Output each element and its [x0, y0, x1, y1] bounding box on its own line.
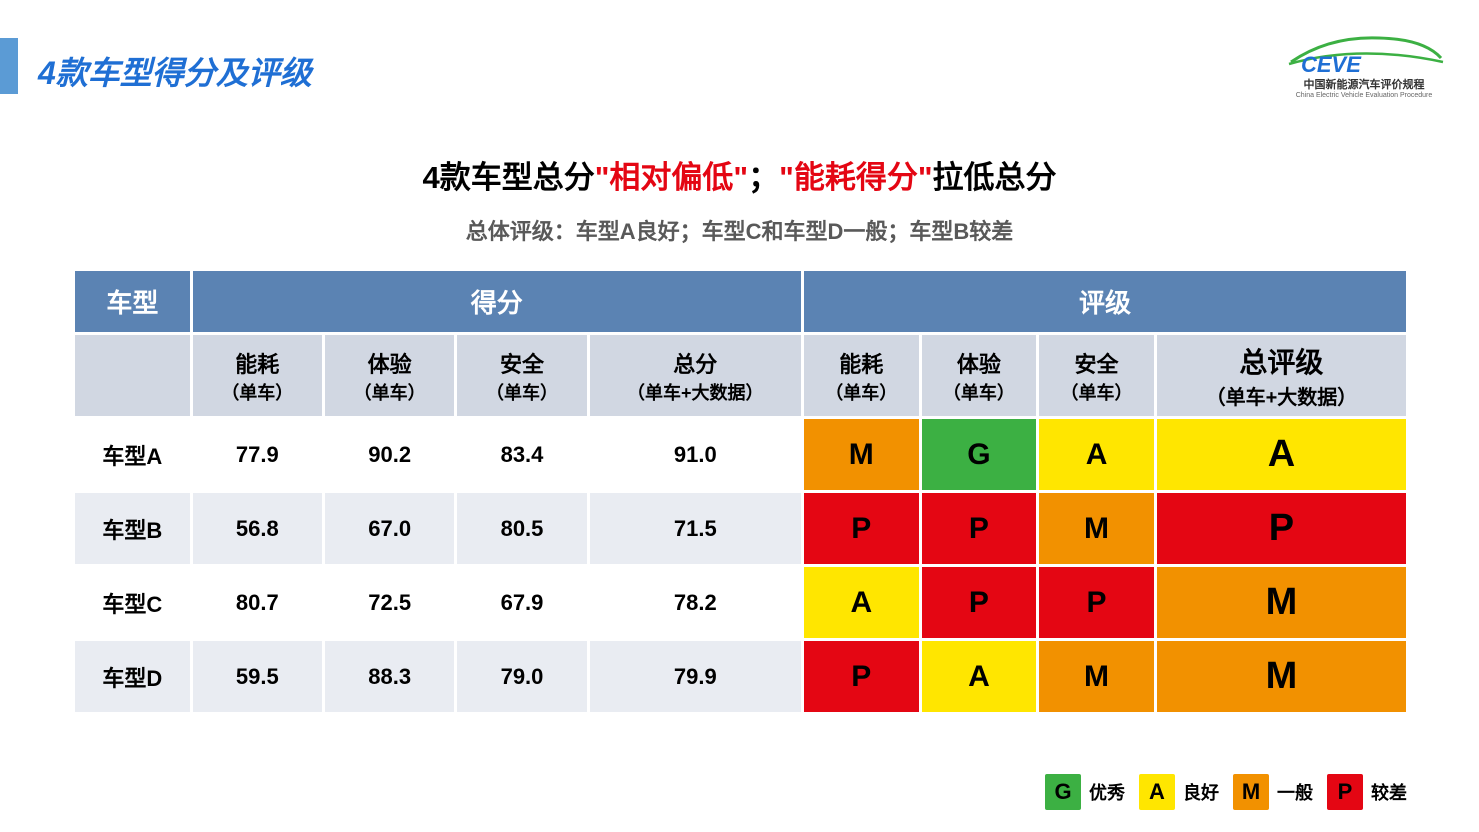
legend-item: M 一般: [1233, 774, 1313, 810]
th-r_total: 总评级（单车+大数据）: [1155, 334, 1407, 418]
table-row: 车型D59.588.379.079.9PAMM: [74, 640, 1408, 714]
rating-cell: P: [920, 566, 1038, 640]
rating-cell: P: [802, 492, 920, 566]
headline-emphasis: "能耗得分": [779, 160, 932, 195]
accent-bar: [0, 38, 18, 94]
rating-cell: M: [1038, 492, 1156, 566]
slide-title: 4款车型得分及评级: [38, 48, 312, 94]
score-cell: 80.7: [191, 566, 323, 640]
rating-cell: A: [920, 640, 1038, 714]
score-cell: 91.0: [588, 418, 802, 492]
score-cell: 71.5: [588, 492, 802, 566]
rating-legend: G 优秀 A 良好 M 一般 P 较差: [1045, 774, 1407, 810]
th-r_exp: 体验（单车）: [920, 334, 1038, 418]
headline-part: ；: [748, 160, 779, 195]
table-row: 车型A77.990.283.491.0MGAA: [74, 418, 1408, 492]
score-cell: 79.9: [588, 640, 802, 714]
th-blank: [74, 334, 192, 418]
rating-total-cell: P: [1155, 492, 1407, 566]
legend-item: A 良好: [1139, 774, 1219, 810]
ceve-logo: CEVE 中国新能源汽车评价规程 China Electric Vehicle …: [1279, 30, 1449, 99]
legend-label: 较差: [1371, 779, 1407, 805]
legend-swatch: P: [1327, 774, 1363, 810]
logo-tagline: 中国新能源汽车评价规程: [1279, 76, 1449, 92]
th-rating: 评级: [802, 270, 1407, 334]
score-cell: 77.9: [191, 418, 323, 492]
th-model: 车型: [74, 270, 192, 334]
sub-headline: 总体评级：车型A良好；车型C和车型D一般；车型B较差: [0, 214, 1479, 246]
score-cell: 56.8: [191, 492, 323, 566]
legend-label: 良好: [1183, 779, 1219, 805]
legend-swatch: G: [1045, 774, 1081, 810]
th-total_s: 总分（单车+大数据）: [588, 334, 802, 418]
th-score: 得分: [191, 270, 802, 334]
score-cell: 59.5: [191, 640, 323, 714]
rating-total-cell: A: [1155, 418, 1407, 492]
rating-cell: A: [1038, 418, 1156, 492]
model-label: 车型A: [74, 418, 192, 492]
legend-label: 优秀: [1089, 779, 1125, 805]
rating-cell: M: [1038, 640, 1156, 714]
table-row: 车型B56.867.080.571.5PPMP: [74, 492, 1408, 566]
score-cell: 67.9: [456, 566, 588, 640]
model-label: 车型B: [74, 492, 192, 566]
headline-emphasis: "相对偏低": [595, 160, 748, 195]
rating-cell: P: [1038, 566, 1156, 640]
th-safety: 安全（单车）: [456, 334, 588, 418]
score-cell: 78.2: [588, 566, 802, 640]
score-rating-table: 车型 得分 评级 能耗（单车）体验（单车）安全（单车）总分（单车+大数据）能耗（…: [72, 268, 1409, 715]
score-cell: 72.5: [323, 566, 455, 640]
legend-swatch: M: [1233, 774, 1269, 810]
headline-part: 4款车型总分: [422, 160, 594, 195]
rating-cell: M: [802, 418, 920, 492]
rating-total-cell: M: [1155, 640, 1407, 714]
rating-cell: A: [802, 566, 920, 640]
rating-total-cell: M: [1155, 566, 1407, 640]
ceve-car-icon: CEVE: [1279, 30, 1449, 74]
th-energy: 能耗（单车）: [191, 334, 323, 418]
score-cell: 79.0: [456, 640, 588, 714]
svg-text:CEVE: CEVE: [1301, 52, 1362, 74]
model-label: 车型D: [74, 640, 192, 714]
score-cell: 67.0: [323, 492, 455, 566]
legend-swatch: A: [1139, 774, 1175, 810]
rating-cell: P: [920, 492, 1038, 566]
headline-part: 拉低总分: [933, 160, 1057, 195]
score-cell: 80.5: [456, 492, 588, 566]
th-r_safety: 安全（单车）: [1038, 334, 1156, 418]
th-exp: 体验（单车）: [323, 334, 455, 418]
th-r_energy: 能耗（单车）: [802, 334, 920, 418]
legend-item: P 较差: [1327, 774, 1407, 810]
score-cell: 83.4: [456, 418, 588, 492]
legend-label: 一般: [1277, 779, 1313, 805]
legend-item: G 优秀: [1045, 774, 1125, 810]
logo-subtext: China Electric Vehicle Evaluation Proced…: [1279, 92, 1449, 99]
score-cell: 88.3: [323, 640, 455, 714]
table-row: 车型C80.772.567.978.2APPM: [74, 566, 1408, 640]
model-label: 车型C: [74, 566, 192, 640]
headline: 4款车型总分"相对偏低"；"能耗得分"拉低总分: [0, 152, 1479, 197]
rating-cell: G: [920, 418, 1038, 492]
score-cell: 90.2: [323, 418, 455, 492]
rating-cell: P: [802, 640, 920, 714]
